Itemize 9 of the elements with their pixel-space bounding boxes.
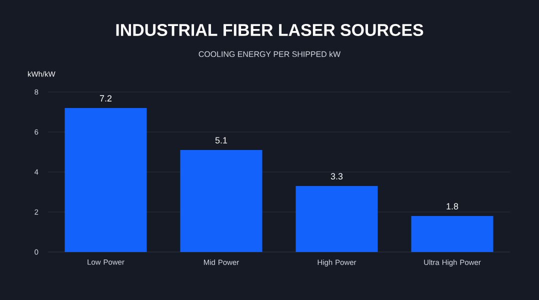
data-label: 5.1 xyxy=(215,137,228,144)
chart-title: INDUSTRIAL FIBER LASER SOURCES xyxy=(116,24,424,36)
bar xyxy=(180,150,262,252)
data-label: 1.8 xyxy=(446,203,458,210)
bar xyxy=(411,216,494,252)
bar xyxy=(296,186,378,252)
data-label: 7.2 xyxy=(100,95,112,102)
bar xyxy=(64,108,147,252)
data-label: 3.3 xyxy=(330,173,343,180)
